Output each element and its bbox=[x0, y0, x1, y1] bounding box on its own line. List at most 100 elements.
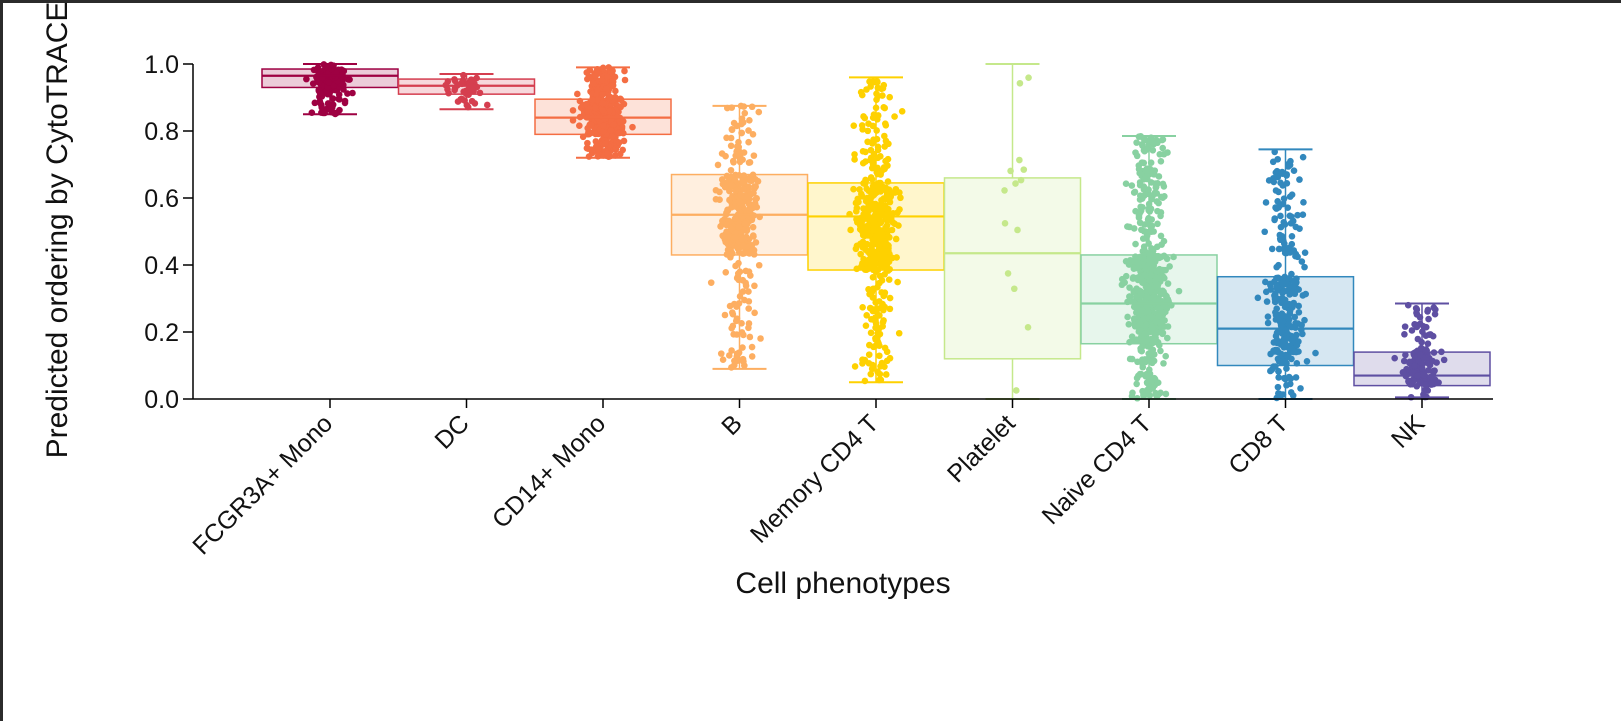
data-point bbox=[1140, 391, 1147, 399]
data-point bbox=[739, 355, 747, 363]
data-point bbox=[733, 122, 741, 130]
data-point bbox=[859, 159, 867, 167]
data-point bbox=[707, 279, 715, 286]
data-point bbox=[1277, 212, 1284, 220]
data-point bbox=[878, 201, 885, 208]
data-point bbox=[1298, 321, 1305, 329]
data-point bbox=[1152, 334, 1159, 342]
data-point bbox=[329, 95, 337, 102]
data-point bbox=[1145, 240, 1152, 247]
data-point bbox=[723, 251, 731, 258]
data-point bbox=[1118, 281, 1126, 289]
data-point bbox=[1148, 313, 1156, 321]
data-point bbox=[871, 203, 878, 210]
data-point bbox=[869, 236, 876, 244]
data-point bbox=[1162, 352, 1170, 360]
data-point bbox=[1425, 331, 1433, 339]
data-point bbox=[1297, 385, 1304, 392]
data-point bbox=[1276, 314, 1284, 322]
data-point bbox=[857, 250, 864, 258]
data-point bbox=[606, 93, 614, 101]
data-point bbox=[1152, 252, 1159, 260]
data-point bbox=[1285, 320, 1292, 328]
data-point bbox=[863, 312, 870, 319]
data-point bbox=[617, 96, 625, 104]
data-point bbox=[569, 107, 577, 114]
data-point bbox=[308, 109, 316, 117]
data-point bbox=[878, 85, 885, 93]
data-point bbox=[745, 127, 752, 134]
data-point bbox=[862, 177, 870, 184]
data-point bbox=[599, 64, 607, 72]
data-point bbox=[341, 97, 349, 105]
data-point bbox=[738, 235, 746, 243]
data-point bbox=[865, 351, 873, 358]
data-point bbox=[1129, 389, 1136, 397]
data-point bbox=[1286, 307, 1294, 314]
data-point bbox=[749, 223, 757, 231]
data-point bbox=[1142, 321, 1150, 329]
data-point bbox=[1150, 171, 1158, 178]
data-point bbox=[878, 359, 886, 367]
boxes-layer bbox=[261, 61, 1491, 402]
data-point bbox=[894, 278, 901, 286]
data-point bbox=[868, 365, 876, 373]
data-point bbox=[873, 96, 880, 103]
data-point bbox=[735, 349, 743, 356]
data-point bbox=[587, 129, 595, 137]
data-point bbox=[1277, 328, 1285, 336]
data-point bbox=[874, 368, 881, 375]
data-point bbox=[1268, 245, 1276, 253]
y-tick-label: 0.6 bbox=[144, 185, 179, 213]
data-point bbox=[615, 139, 623, 146]
data-point bbox=[719, 356, 727, 364]
data-point bbox=[584, 139, 591, 147]
data-point bbox=[1273, 283, 1281, 290]
data-point bbox=[878, 167, 885, 175]
data-point bbox=[316, 89, 324, 97]
data-point bbox=[1146, 277, 1153, 284]
data-point bbox=[1142, 136, 1149, 144]
data-point bbox=[1275, 245, 1283, 253]
data-point bbox=[858, 228, 866, 235]
data-point bbox=[1301, 316, 1308, 324]
data-point bbox=[1278, 168, 1286, 176]
data-point bbox=[873, 308, 880, 315]
data-point bbox=[325, 79, 333, 86]
y-axis-title: Predicted ordering by CytoTRACE bbox=[41, 2, 74, 459]
data-point bbox=[1416, 320, 1424, 328]
data-point bbox=[1159, 144, 1167, 152]
data-point bbox=[745, 324, 752, 332]
data-point bbox=[872, 222, 879, 229]
data-point bbox=[1162, 390, 1170, 398]
data-point bbox=[1154, 139, 1161, 147]
data-point bbox=[1122, 180, 1130, 188]
data-point bbox=[879, 318, 887, 326]
data-point bbox=[1391, 354, 1398, 362]
jitter-points bbox=[1001, 74, 1032, 394]
data-point bbox=[859, 126, 866, 133]
data-point bbox=[1399, 369, 1407, 376]
data-point bbox=[853, 265, 861, 273]
data-point bbox=[593, 96, 601, 104]
data-point bbox=[1312, 349, 1319, 357]
data-point bbox=[863, 240, 871, 248]
data-point bbox=[1131, 188, 1139, 196]
y-tick-label: 1.0 bbox=[144, 51, 179, 79]
data-point bbox=[609, 82, 617, 89]
data-point bbox=[1425, 367, 1432, 374]
data-point bbox=[1020, 166, 1028, 173]
data-point bbox=[1279, 289, 1286, 297]
data-point bbox=[1404, 301, 1412, 309]
data-point bbox=[1157, 212, 1164, 220]
data-point bbox=[857, 240, 864, 248]
data-point bbox=[1291, 313, 1299, 321]
data-point bbox=[856, 216, 863, 223]
data-point bbox=[866, 304, 874, 312]
data-point bbox=[861, 377, 869, 385]
data-point bbox=[331, 109, 338, 117]
data-point bbox=[852, 245, 860, 253]
data-point bbox=[1143, 294, 1150, 301]
data-point bbox=[1422, 323, 1430, 331]
